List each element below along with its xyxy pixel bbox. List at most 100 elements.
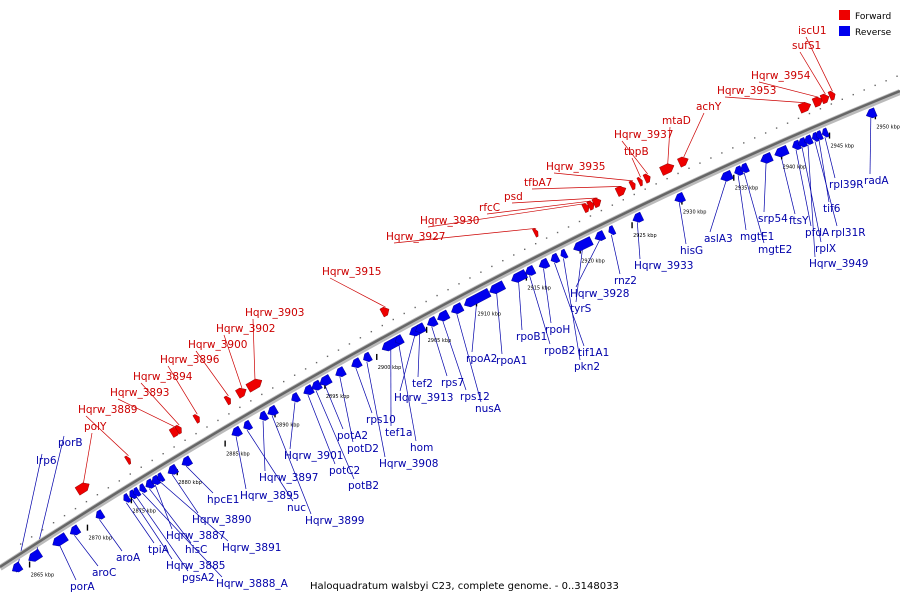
gene-arrow-Hqrw_3901[interactable] bbox=[289, 392, 301, 404]
gene-arrow-hom[interactable] bbox=[393, 334, 405, 346]
gene-arrow-Hqrw_3894[interactable] bbox=[174, 424, 184, 435]
gene-label-Hqrw_3915[interactable]: Hqrw_3915 bbox=[322, 266, 381, 278]
gene-arrow-lrp6[interactable] bbox=[10, 561, 24, 575]
gene-arrow-nusA[interactable] bbox=[449, 302, 465, 317]
gene-arrow-hpcE1[interactable] bbox=[180, 455, 194, 469]
gene-arrow-rfcC[interactable] bbox=[586, 200, 596, 211]
gene-arrow-mgtE1[interactable] bbox=[733, 165, 744, 177]
gene-label-mtaD[interactable]: mtaD bbox=[662, 115, 691, 127]
gene-arrow-Hqrw_3915[interactable] bbox=[379, 305, 391, 318]
gene-arrow-psd[interactable] bbox=[591, 196, 603, 209]
gene-arrow-tif6[interactable] bbox=[814, 130, 824, 141]
gene-arrow-radA[interactable] bbox=[864, 107, 878, 120]
gene-label-achY[interactable]: achY bbox=[696, 101, 722, 113]
gene-label-Hqrw_3897[interactable]: Hqrw_3897 bbox=[259, 472, 318, 484]
gene-arrow-Hqrw_3908[interactable] bbox=[361, 351, 373, 364]
gene-label-Hqrw_3903[interactable]: Hqrw_3903 bbox=[245, 307, 304, 319]
gene-arrow-Hqrw_3902[interactable] bbox=[235, 386, 248, 399]
gene-label-hisC[interactable]: hisC bbox=[185, 544, 207, 556]
gene-label-Hqrw_3937[interactable]: Hqrw_3937 bbox=[614, 129, 673, 141]
gene-label-iscU1[interactable]: iscU1 bbox=[798, 25, 827, 37]
gene-arrow-pgsA2[interactable] bbox=[131, 486, 142, 498]
gene-label-potA2[interactable]: potA2 bbox=[337, 430, 368, 442]
gene-arrow-Hqrw_3903[interactable] bbox=[245, 376, 264, 393]
gene-label-Hqrw_3913[interactable]: Hqrw_3913 bbox=[394, 392, 453, 404]
gene-label-lrp6[interactable]: lrp6 bbox=[36, 455, 57, 467]
gene-label-Hqrw_3893[interactable]: Hqrw_3893 bbox=[110, 387, 169, 399]
gene-label-rpoH[interactable]: rpoH bbox=[545, 324, 570, 336]
gene-label-tfbA7[interactable]: tfbA7 bbox=[524, 177, 552, 189]
gene-arrow-srp54[interactable] bbox=[759, 152, 774, 165]
gene-label-Hqrw_3888_A[interactable]: Hqrw_3888_A bbox=[216, 578, 289, 590]
gene-arrow-Hqrw_3888_A[interactable] bbox=[137, 483, 148, 494]
gene-arrow-ftsY[interactable] bbox=[773, 145, 790, 159]
gene-arrow-mgtE2[interactable] bbox=[739, 162, 750, 174]
gene-label-psd[interactable]: psd bbox=[504, 191, 523, 203]
gene-label-Hqrw_3927[interactable]: Hqrw_3927 bbox=[386, 231, 445, 243]
gene-arrow-potB2[interactable] bbox=[309, 379, 323, 393]
gene-arrow-rpoA2[interactable] bbox=[462, 288, 492, 309]
gene-label-hisG[interactable]: hisG bbox=[680, 245, 703, 257]
gene-arrow-Hqrw_3887[interactable] bbox=[149, 474, 162, 487]
gene-label-hpcE1[interactable]: hpcE1 bbox=[207, 494, 239, 506]
gene-label-potB2[interactable]: potB2 bbox=[348, 480, 379, 492]
gene-arrow-iscU1[interactable] bbox=[827, 90, 837, 101]
gene-arrow-hisG[interactable] bbox=[673, 191, 686, 204]
gene-arrow-Hqrw_3935[interactable] bbox=[628, 180, 637, 191]
gene-label-Hqrw_3901[interactable]: Hqrw_3901 bbox=[284, 450, 343, 462]
gene-arrow-potC2[interactable] bbox=[301, 384, 315, 397]
gene-label-rplX[interactable]: rplX bbox=[815, 243, 836, 255]
gene-arrow-aslA3[interactable] bbox=[719, 169, 734, 183]
gene-arrow-tef2[interactable] bbox=[413, 322, 427, 336]
gene-arrow-Hqrw_3885[interactable] bbox=[127, 489, 138, 501]
gene-arrow-Hqrw_3899[interactable] bbox=[265, 404, 279, 418]
gene-label-Hqrw_3891[interactable]: Hqrw_3891 bbox=[222, 542, 281, 554]
gene-label-tef2[interactable]: tef2 bbox=[412, 378, 433, 390]
gene-label-porB[interactable]: porB bbox=[58, 437, 83, 449]
gene-label-Hqrw_3896[interactable]: Hqrw_3896 bbox=[160, 354, 220, 366]
gene-arrow-pfdA[interactable] bbox=[791, 139, 802, 151]
gene-arrow-tfbA7[interactable] bbox=[614, 184, 628, 197]
gene-label-rpoA2[interactable]: rpoA2 bbox=[466, 353, 497, 365]
gene-label-aroA[interactable]: aroA bbox=[116, 552, 141, 564]
gene-arrow-rpl31R[interactable] bbox=[810, 131, 820, 143]
gene-arrow-rps10[interactable] bbox=[349, 357, 363, 371]
gene-label-aslA3[interactable]: aslA3 bbox=[704, 233, 733, 245]
gene-arrow-rps7[interactable] bbox=[425, 315, 439, 329]
gene-arrow-potA2[interactable] bbox=[317, 374, 333, 388]
gene-arrow-Hqrw_3889[interactable] bbox=[124, 455, 132, 465]
gene-label-tpiA[interactable]: tpiA bbox=[148, 544, 170, 556]
gene-label-mgtE1[interactable]: mgtE1 bbox=[740, 231, 774, 243]
gene-label-rpoA1[interactable]: rpoA1 bbox=[496, 355, 527, 367]
gene-arrow-potD2[interactable] bbox=[333, 366, 347, 379]
gene-label-rnz2[interactable]: rnz2 bbox=[614, 275, 637, 287]
gene-label-rps12[interactable]: rps12 bbox=[460, 391, 490, 403]
gene-arrow-aroA[interactable] bbox=[94, 509, 106, 522]
gene-arrow-tif1A1[interactable] bbox=[549, 252, 561, 265]
gene-arrow-sufS1[interactable] bbox=[819, 92, 831, 105]
gene-arrow-rpoB1[interactable] bbox=[509, 269, 528, 284]
gene-arrow-Hqrw_3954[interactable] bbox=[811, 95, 825, 108]
gene-arrow-tbpB[interactable] bbox=[636, 176, 644, 187]
gene-arrow-Hqrw_3896[interactable] bbox=[192, 413, 202, 424]
gene-label-Hqrw_3954[interactable]: Hqrw_3954 bbox=[751, 70, 811, 82]
gene-label-nuc[interactable]: nuc bbox=[287, 502, 306, 514]
gene-label-Hqrw_3928[interactable]: Hqrw_3928 bbox=[570, 288, 629, 300]
gene-arrow-rpoB2[interactable] bbox=[523, 264, 537, 278]
gene-arrow-Hqrw_3927[interactable] bbox=[532, 227, 540, 238]
gene-arrow-tyrS[interactable] bbox=[571, 236, 594, 254]
gene-arrow-achY[interactable] bbox=[677, 155, 690, 168]
gene-label-polY[interactable]: polY bbox=[84, 421, 107, 433]
gene-arrow-Hqrw_3900[interactable] bbox=[223, 395, 233, 406]
gene-label-tbpB[interactable]: tbpB bbox=[624, 146, 649, 158]
gene-label-pgsA2[interactable]: pgsA2 bbox=[182, 572, 215, 584]
gene-label-nusA[interactable]: nusA bbox=[475, 403, 502, 415]
gene-arrow-Hqrw_3930[interactable] bbox=[581, 202, 591, 214]
gene-label-Hqrw_3890[interactable]: Hqrw_3890 bbox=[192, 514, 251, 526]
gene-label-Hqrw_3902[interactable]: Hqrw_3902 bbox=[216, 323, 275, 335]
gene-label-sufS1[interactable]: sufS1 bbox=[792, 40, 821, 52]
gene-label-rps10[interactable]: rps10 bbox=[366, 414, 396, 426]
gene-label-Hqrw_3933[interactable]: Hqrw_3933 bbox=[634, 260, 693, 272]
gene-arrow-nuc[interactable] bbox=[241, 419, 254, 432]
gene-label-pkn2[interactable]: pkn2 bbox=[574, 361, 600, 373]
